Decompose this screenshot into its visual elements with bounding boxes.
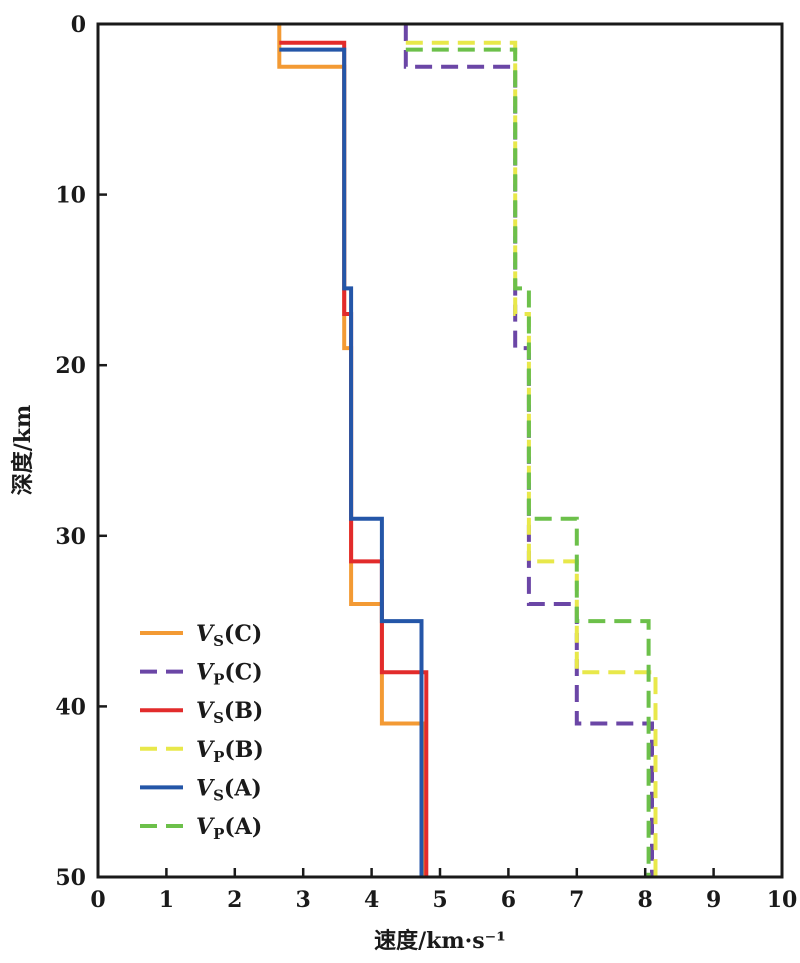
legend-label: VP(C): [196, 660, 263, 689]
x-tick-label: 0: [90, 887, 105, 913]
y-tick-label: 40: [55, 694, 86, 720]
x-tick-label: 5: [432, 887, 447, 913]
legend-entry: VS(C): [140, 621, 262, 650]
y-axis-label: 深度/km: [10, 405, 36, 496]
y-tick-label: 0: [71, 12, 86, 38]
legend-entry: VP(A): [140, 814, 262, 843]
legend-label: VS(B): [196, 698, 263, 727]
legend-label: VS(A): [196, 775, 262, 804]
x-tick-label: 6: [501, 887, 516, 913]
x-tick-label: 2: [227, 887, 242, 913]
series-line-vpa: [405, 47, 651, 877]
x-tick-label: 9: [706, 887, 721, 913]
legend-label: VP(B): [196, 737, 264, 766]
y-tick-label: 20: [55, 353, 86, 379]
series-line-vsa: [279, 47, 424, 877]
x-tick-label: 4: [364, 887, 379, 913]
tick-layer: 0 1 2 3 4 5 6 7 8 9 10 0 10 20 30 40 50: [55, 12, 797, 913]
series-layer: [277, 24, 658, 877]
legend-label: VP(A): [196, 814, 262, 843]
y-tick-label: 50: [55, 865, 86, 891]
x-tick-label: 3: [296, 887, 311, 913]
legend-entry: VP(C): [140, 660, 263, 689]
x-tick-label: 10: [767, 887, 798, 913]
legend-entry: VP(B): [140, 737, 264, 766]
legend-entry: VS(A): [140, 775, 262, 804]
x-tick-label: 1: [159, 887, 174, 913]
legend: VS(C) VP(C) VS(B) VP(B) VS(A) VP(A): [140, 621, 264, 843]
y-tick-label: 10: [55, 183, 86, 209]
legend-label: VS(C): [196, 621, 262, 650]
x-tick-label: 7: [569, 887, 584, 913]
y-tick-label: 30: [55, 524, 86, 550]
x-tick-label: 8: [638, 887, 653, 913]
legend-entry: VS(B): [140, 698, 263, 727]
x-axis-label: 速度/km·s⁻¹: [374, 928, 506, 954]
